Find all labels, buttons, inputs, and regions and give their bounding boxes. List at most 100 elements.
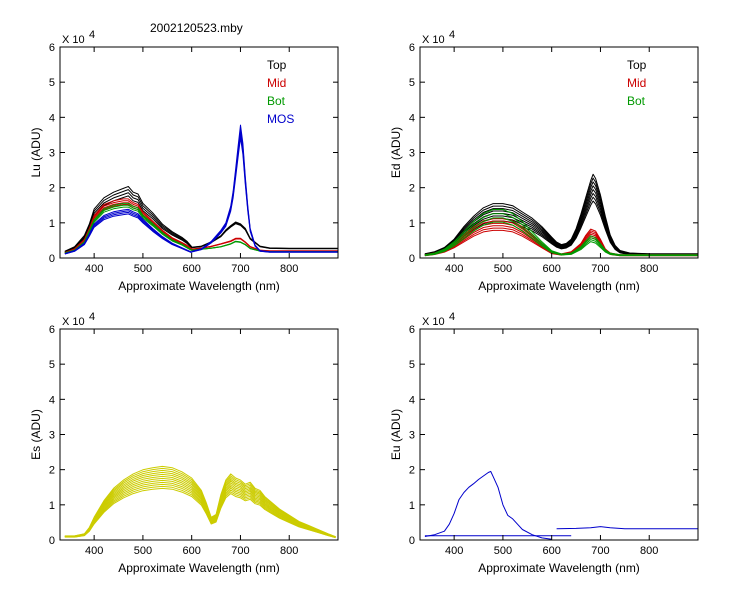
lu-legend-top: Top [267, 58, 287, 72]
eu-xlabel: Approximate Wavelength (nm) [478, 561, 640, 575]
lu-series-mos-line-7-3 [191, 124, 338, 253]
es-ytick-label-6: 6 [49, 324, 55, 336]
ed-plot-frame [419, 46, 699, 259]
eu-ylabel: Eu (ADU) [389, 409, 403, 460]
lu-ytick-label-1: 1 [49, 218, 55, 230]
es-ytick-label-3: 3 [49, 430, 55, 442]
es-series-es-line-0-0 [64, 487, 336, 539]
ed-series-top-line-0-5 [424, 181, 698, 255]
lu-xlabel: Approximate Wavelength (nm) [118, 279, 280, 293]
lu-series-top-line-1-2 [191, 221, 338, 249]
lu-ytick-label-2: 2 [49, 183, 55, 195]
es-series-es-line-0-2 [64, 483, 336, 538]
ed-ylabel: Ed (ADU) [389, 127, 403, 178]
eu-y-multiplier-exponent: 4 [449, 311, 455, 323]
ed-xtick-label-400: 400 [445, 263, 463, 275]
lu-xtick-label-500: 500 [134, 263, 152, 275]
ed-y-multiplier: X 10 [422, 34, 445, 46]
eu-series-eu-line-0-0 [424, 470, 552, 540]
es-ytick-label-5: 5 [49, 359, 55, 371]
lu-series-top-line-0-3 [64, 186, 193, 252]
chart-ed: 0 1 2 3 4 5 6 400 500 600 700 800 X 10 4 Approximate W… [389, 29, 699, 293]
eu-xtick-label-700: 700 [591, 545, 609, 557]
es-series-es-line-0-5 [64, 477, 336, 538]
lu-series-mos-line-6-3 [64, 208, 192, 255]
lu-series-group [64, 124, 338, 255]
figure-title: 2002120523.mby [150, 21, 243, 35]
ed-xtick-label-600: 600 [543, 263, 561, 275]
chart-es: 0 1 2 3 4 5 6 400 500 600 700 800 X 10 4 Approximate W… [29, 311, 339, 575]
es-series-es-line-0-9 [64, 469, 336, 538]
lu-series-top-line-0-2 [64, 189, 193, 252]
lu-series-top-line-1-1 [191, 222, 338, 249]
lu-series-mos-line-7-2 [191, 128, 338, 253]
es-series-es-line-0-8 [64, 471, 336, 538]
eu-xtick-label-600: 600 [543, 545, 561, 557]
eu-ytick-label-1: 1 [409, 500, 415, 512]
lu-xtick-label-400: 400 [85, 263, 103, 275]
es-series-es-line-0-4 [64, 479, 336, 538]
ed-ytick-label-0: 0 [409, 253, 415, 265]
chart-eu: 0 1 2 3 4 5 6 400 500 600 700 800 X 10 4 Approximate W… [389, 311, 699, 575]
es-ytick-label-1: 1 [49, 500, 55, 512]
lu-xtick-label-600: 600 [183, 263, 201, 275]
lu-series-top-line-1-0 [191, 223, 338, 250]
ed-legend-mid: Mid [627, 76, 646, 90]
ed-ytick-label-1: 1 [409, 218, 415, 230]
es-series-es-line-0-1 [64, 485, 336, 539]
lu-ytick-label-3: 3 [49, 148, 55, 160]
es-xtick-label-400: 400 [85, 545, 103, 557]
eu-plot-frame [419, 328, 699, 541]
eu-y-multiplier: X 10 [422, 316, 445, 328]
eu-xtick-label-400: 400 [445, 545, 463, 557]
ed-xlabel: Approximate Wavelength (nm) [478, 279, 640, 293]
es-ytick-label-0: 0 [49, 535, 55, 547]
es-xtick-label-700: 700 [231, 545, 249, 557]
eu-ytick-label-0: 0 [409, 535, 415, 547]
es-ylabel: Es (ADU) [29, 409, 43, 460]
lu-series-mid-line-3-2 [191, 237, 338, 252]
eu-ytick-label-3: 3 [409, 430, 415, 442]
lu-ylabel: Lu (ADU) [29, 127, 43, 177]
lu-series-mos-line-7-0 [191, 137, 338, 253]
es-y-multiplier-exponent: 4 [89, 311, 95, 323]
lu-series-mid-line-2-0 [64, 204, 192, 254]
lu-plot-frame [59, 46, 339, 259]
eu-ytick-label-5: 5 [409, 359, 415, 371]
lu-series-mos-line-7-1 [191, 133, 338, 253]
ed-xtick-label-500: 500 [494, 263, 512, 275]
lu-ytick-label-0: 0 [49, 253, 55, 265]
ed-xtick-label-700: 700 [591, 263, 609, 275]
ed-ytick-label-6: 6 [409, 42, 415, 54]
ed-legend-bot: Bot [627, 94, 646, 108]
eu-ytick-label-4: 4 [409, 394, 415, 406]
eu-xtick-label-800: 800 [640, 545, 658, 557]
ed-ytick-label-5: 5 [409, 77, 415, 89]
ed-series-bot-line-2-3 [424, 209, 698, 256]
ed-series-group [424, 173, 698, 257]
es-series-group [64, 465, 336, 539]
lu-ytick-label-4: 4 [49, 112, 55, 124]
ed-xtick-label-800: 800 [640, 263, 658, 275]
es-ytick-label-4: 4 [49, 394, 55, 406]
lu-series-bot-line-4-2 [64, 202, 192, 254]
lu-xtick-label-800: 800 [280, 263, 298, 275]
eu-series-eu-line-2-0 [556, 526, 698, 530]
es-xtick-label-500: 500 [134, 545, 152, 557]
eu-ytick-label-6: 6 [409, 324, 415, 336]
lu-ytick-label-6: 6 [49, 42, 55, 54]
lu-series-mid-line-2-3 [64, 198, 193, 253]
lu-y-multiplier-exponent: 4 [89, 29, 95, 41]
eu-series-group [424, 470, 698, 540]
lu-legend-bot: Bot [267, 94, 286, 108]
es-xtick-label-600: 600 [183, 545, 201, 557]
es-series-es-line-0-6 [64, 475, 336, 538]
es-series-es-line-0-3 [64, 481, 336, 538]
lu-y-multiplier: X 10 [62, 34, 85, 46]
ed-ytick-label-2: 2 [409, 183, 415, 195]
ed-ytick-label-3: 3 [409, 148, 415, 160]
lu-legend-mid: Mid [267, 76, 286, 90]
es-xtick-label-800: 800 [280, 545, 298, 557]
